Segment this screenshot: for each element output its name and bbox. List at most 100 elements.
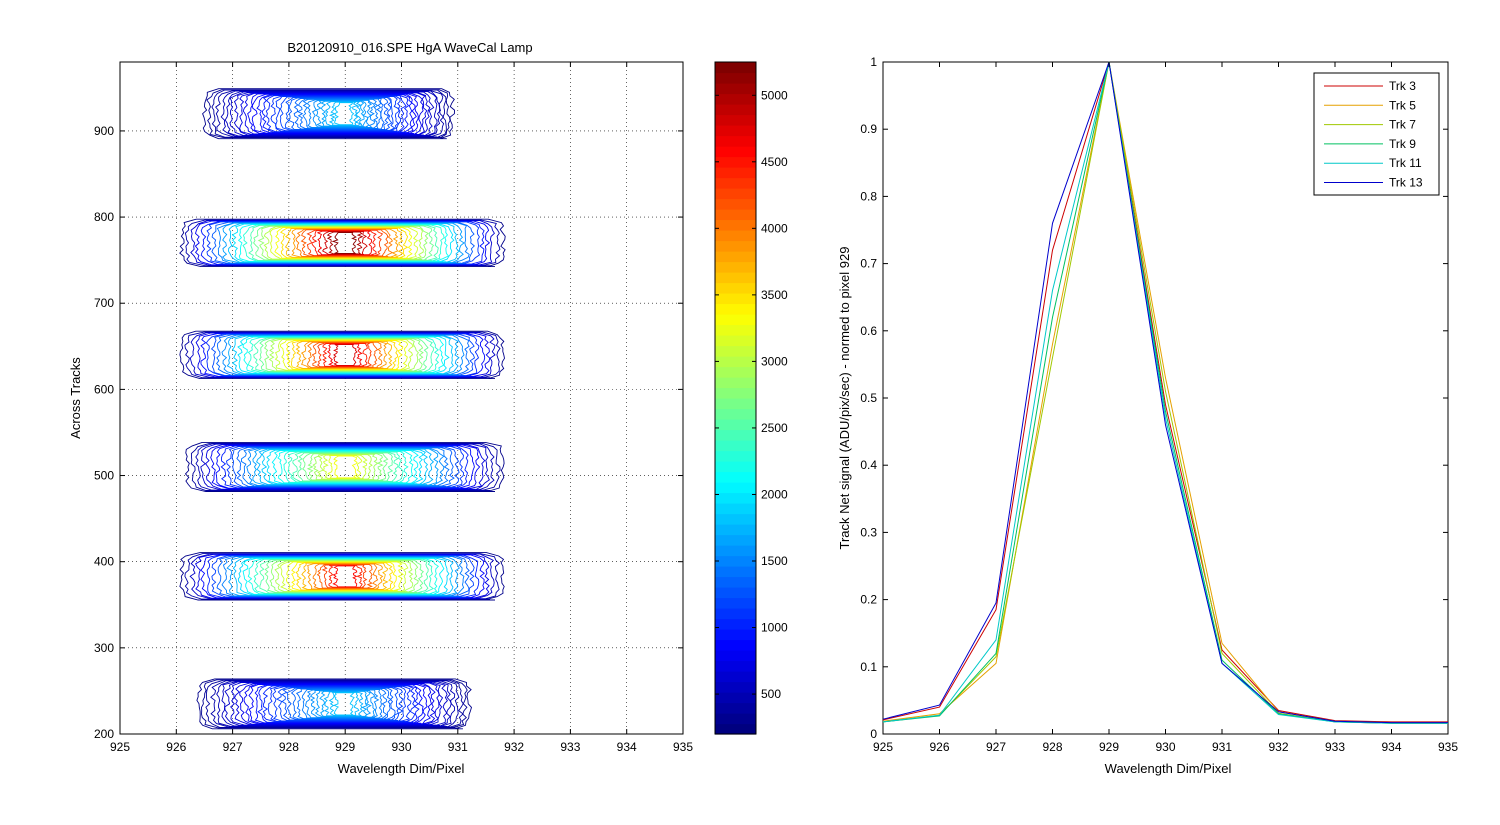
colorbar-strip xyxy=(715,114,756,126)
contour-line xyxy=(256,94,414,134)
line-x-tick-label: 928 xyxy=(1042,740,1062,754)
contour-line xyxy=(264,559,424,593)
contour-line xyxy=(328,691,360,716)
colorbar-strip xyxy=(715,503,756,515)
contour-line xyxy=(316,564,373,589)
colorbar-strip xyxy=(715,377,756,389)
colorbar-strip xyxy=(715,702,756,714)
contour-line xyxy=(216,555,470,597)
contour-line xyxy=(293,98,385,130)
line-y-tick-label: 0.6 xyxy=(860,324,877,338)
contour-line xyxy=(280,561,409,592)
contour-line xyxy=(211,221,475,264)
legend: Trk 3 Trk 5 Trk 7 Trk 9 Trk 11 Trk 13 xyxy=(1313,72,1440,196)
contour-line xyxy=(322,231,368,255)
contour-line xyxy=(267,685,412,722)
contour-line xyxy=(211,89,447,138)
contour-line xyxy=(323,691,364,717)
contour-line xyxy=(216,222,470,264)
contour-line xyxy=(262,685,416,723)
contour-line xyxy=(320,100,365,127)
contour-line xyxy=(328,564,363,588)
contour-x-tick-label: 934 xyxy=(617,740,637,754)
contour-line xyxy=(261,449,429,485)
contour-line xyxy=(222,222,465,264)
contour-line xyxy=(265,95,407,133)
contour-line xyxy=(195,443,495,491)
series-line xyxy=(882,61,1448,724)
colorbar-strip xyxy=(715,83,756,95)
colorbar-strip xyxy=(715,177,756,189)
contour-line xyxy=(210,444,481,490)
contour-line xyxy=(269,560,419,593)
contour-line xyxy=(307,341,383,369)
colorbar-strip xyxy=(715,135,756,147)
contour-x-tick-label: 927 xyxy=(223,740,243,754)
contour-line xyxy=(266,449,424,485)
contour-line xyxy=(283,451,409,483)
contour-line xyxy=(326,231,364,255)
colorbar-strip xyxy=(715,156,756,168)
contour-line xyxy=(263,226,424,260)
contour-line xyxy=(290,340,398,370)
contour-line xyxy=(242,336,445,374)
line-y-tick-label: 0.8 xyxy=(860,189,877,203)
contour-line xyxy=(256,448,435,486)
colorbar-strip xyxy=(715,72,756,84)
legend-items: Trk 3 Trk 5 Trk 7 Trk 9 Trk 11 Trk 13 xyxy=(1324,79,1423,190)
legend-label: Trk 11 xyxy=(1389,156,1422,170)
contour-line xyxy=(332,565,358,588)
colorbar-strip xyxy=(715,335,756,347)
contour-line xyxy=(257,684,420,723)
contour-line xyxy=(254,684,424,724)
colorbar-tick-label: 500 xyxy=(761,687,781,701)
line-y-tick-label: 0.7 xyxy=(860,257,877,271)
contour-line xyxy=(228,223,460,263)
colorbar-strip xyxy=(715,524,756,536)
colorbar-strip xyxy=(715,639,756,651)
contour-line xyxy=(315,100,369,128)
contour-x-tick-label: 925 xyxy=(110,740,130,754)
contour-line xyxy=(210,680,460,728)
colorbar-strip xyxy=(715,167,756,179)
contour-line xyxy=(201,679,468,729)
line-x-tick-label: 927 xyxy=(986,740,1006,754)
contour-line xyxy=(295,688,388,720)
contour-line xyxy=(287,451,404,483)
contour-line xyxy=(286,687,396,720)
contour-line xyxy=(333,344,358,366)
contour-line xyxy=(239,683,436,725)
contour-line xyxy=(225,446,465,488)
contour-line xyxy=(184,331,501,379)
colorbar-strip xyxy=(715,618,756,630)
contour-line xyxy=(200,443,490,491)
contour-line xyxy=(211,555,475,598)
contour-line xyxy=(232,557,454,596)
contour-line xyxy=(189,332,496,378)
contour-line xyxy=(252,448,439,486)
contour-line xyxy=(179,330,505,380)
colorbar-tick-label: 5000 xyxy=(761,88,788,102)
contour-line xyxy=(300,229,389,257)
contour-line xyxy=(306,229,384,257)
contour-line xyxy=(202,88,455,140)
contour-line xyxy=(233,92,431,136)
line-x-tick-label: 932 xyxy=(1268,740,1288,754)
contour-line xyxy=(242,92,424,135)
contour-y-tick-label: 400 xyxy=(94,555,114,569)
colorbar-strip xyxy=(715,492,756,504)
contour-y-tick-label: 300 xyxy=(94,641,114,655)
contour-line xyxy=(231,223,455,263)
contour-line xyxy=(301,689,383,719)
colorbar-strip xyxy=(715,576,756,588)
line-x-tick-label: 929 xyxy=(1099,740,1119,754)
contour-line xyxy=(284,97,393,131)
colorbar-strip xyxy=(715,366,756,378)
contour-y-tick-label: 500 xyxy=(94,469,114,483)
contour-line xyxy=(179,218,506,268)
colorbar-strip xyxy=(715,188,756,200)
colorbar-strip xyxy=(715,545,756,557)
contour-line xyxy=(302,98,379,129)
contour-line xyxy=(253,558,435,594)
colorbar-strip xyxy=(715,240,756,252)
